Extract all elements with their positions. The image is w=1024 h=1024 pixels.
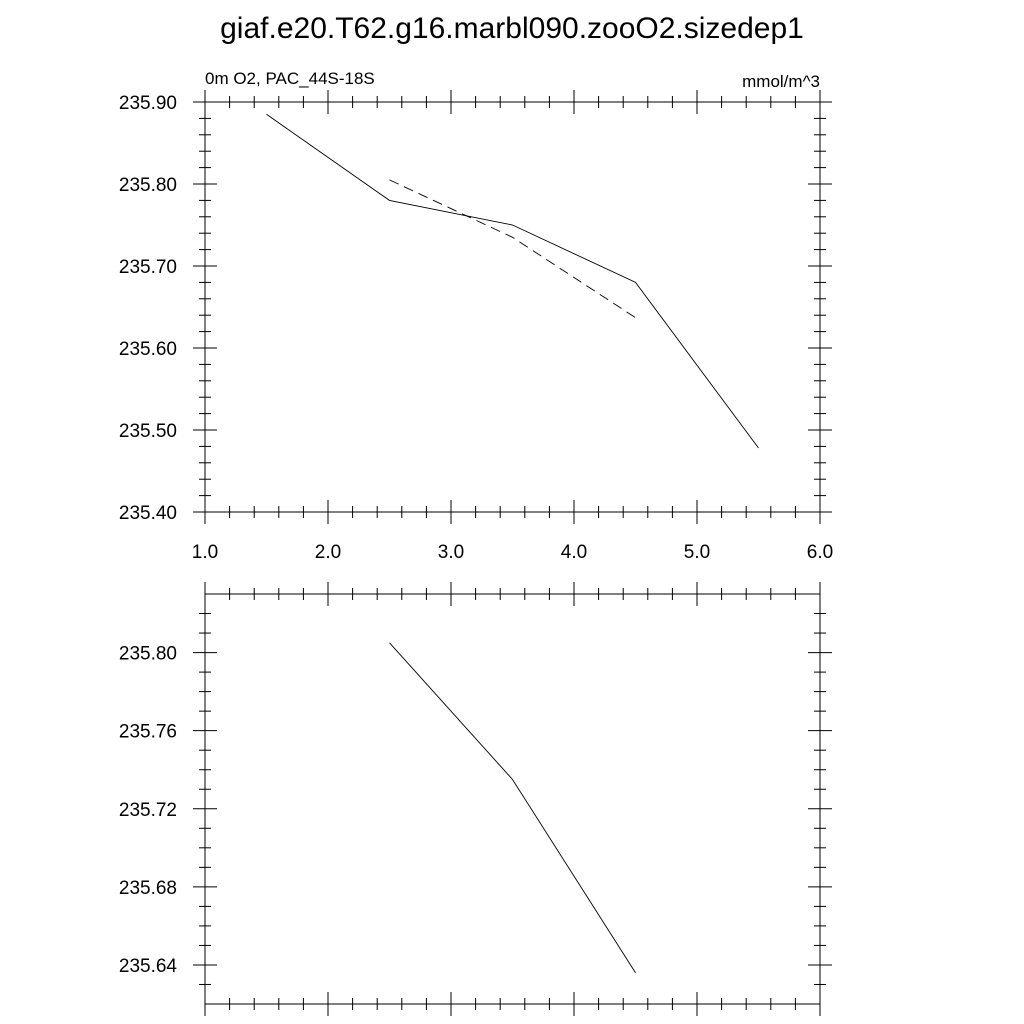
solid-series-line: [389, 642, 636, 974]
top-right-subtitle: mmol/m^3: [742, 72, 820, 91]
x-tick-label: 6.0: [807, 542, 833, 563]
y-tick-label: 235.80: [119, 644, 177, 665]
bottom-plot-frame: [204, 593, 821, 1005]
x-tick-label: 4.0: [561, 542, 587, 563]
y-tick-label: 235.68: [119, 878, 177, 899]
top-line-chart: 0m O2, PAC_44S-18S mmol/m^3 1.0 2.0 3.0 4.0…: [119, 69, 833, 563]
x-tick-label: 1.0: [192, 542, 218, 563]
y-tick-label: 235.64: [119, 956, 178, 977]
y-tick-label: 235.76: [119, 722, 177, 743]
y-tick-label: 235.40: [119, 503, 177, 524]
y-tick-label: 235.50: [119, 421, 177, 442]
solid-series-line: [266, 113, 759, 449]
y-tick-label: 235.90: [119, 93, 177, 114]
x-tick-label: 5.0: [684, 542, 710, 563]
x-tick-label: 3.0: [438, 542, 464, 563]
top-left-subtitle: 0m O2, PAC_44S-18S: [205, 69, 375, 88]
y-tick-label: 235.80: [119, 175, 177, 196]
x-tick-label: 2.0: [315, 542, 341, 563]
bottom-line-chart: 235.64 235.68 235.72 235.76 235.80: [119, 582, 832, 1016]
y-tick-label: 235.60: [119, 339, 177, 360]
y-tick-label: 235.72: [119, 800, 177, 821]
top-plot-frame: [204, 101, 821, 513]
dashed-series-line: [389, 179, 636, 319]
y-tick-label: 235.70: [119, 257, 177, 278]
page-title: giaf.e20.T62.g16.marbl090.zooO2.sizedep1: [220, 12, 804, 45]
